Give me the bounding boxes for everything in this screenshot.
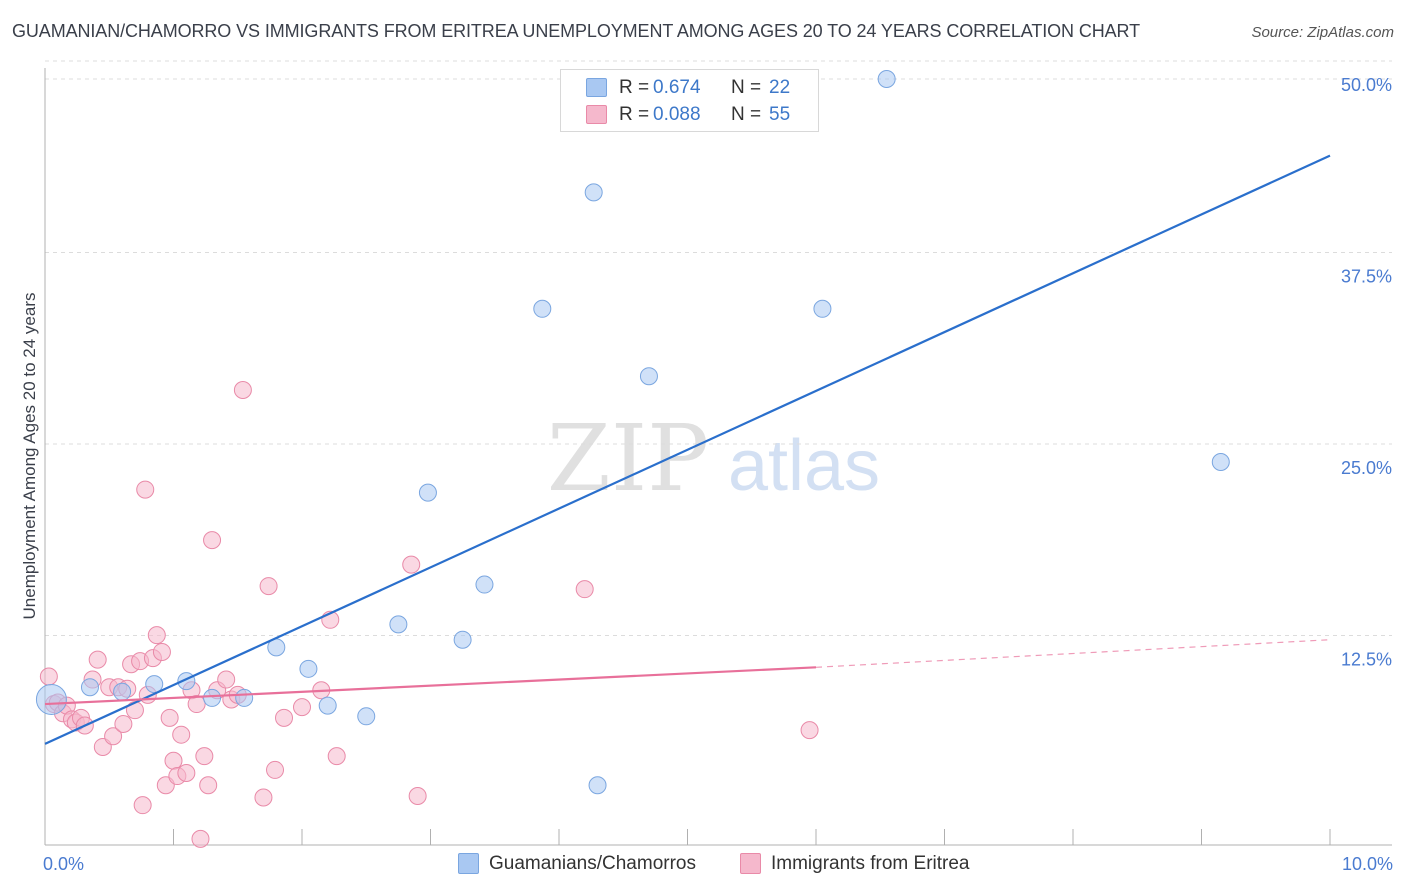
- point-eritrea: [104, 727, 123, 746]
- point-guamanian: [813, 299, 832, 318]
- point-guamanian: [418, 483, 437, 502]
- point-guamanian: [357, 707, 376, 726]
- stats-swatch-guamanian: [586, 78, 607, 97]
- stats-r-value: 0.674: [653, 77, 701, 98]
- point-guamanian: [588, 776, 607, 795]
- point-guamanian: [584, 183, 603, 202]
- point-eritrea: [114, 714, 133, 733]
- point-eritrea: [133, 796, 152, 815]
- y-tick-label: 50.0%: [1341, 75, 1392, 95]
- point-eritrea: [195, 747, 214, 766]
- point-eritrea: [254, 788, 273, 807]
- point-guamanian: [533, 299, 552, 318]
- legend-label: Guamanians/Chamorros: [489, 853, 696, 874]
- point-guamanian: [80, 678, 99, 697]
- legend-item-guamanian[interactable]: Guamanians/Chamorros: [458, 852, 718, 876]
- point-guamanian: [389, 615, 408, 634]
- stats-r-label: R =: [619, 104, 650, 125]
- point-guamanian: [1211, 453, 1230, 471]
- point-eritrea: [266, 760, 285, 779]
- point-eritrea: [800, 721, 819, 740]
- stats-r-value: 0.088: [653, 104, 701, 125]
- points: [35, 70, 1230, 848]
- stats-r-label: R =: [619, 77, 650, 98]
- y-tick-label: 25.0%: [1341, 458, 1392, 478]
- axes: [44, 68, 1392, 846]
- point-eritrea: [217, 670, 236, 689]
- watermark: ZIP atlas: [547, 405, 880, 512]
- legend-swatch-guamanian: [458, 853, 479, 874]
- legend-swatch-eritrea: [740, 853, 761, 874]
- point-guamanian: [453, 630, 472, 649]
- point-guamanian: [318, 696, 337, 715]
- x-tick-label: 0.0%: [43, 854, 84, 874]
- point-guamanian: [203, 688, 222, 707]
- legend-item-eritrea[interactable]: Immigrants from Eritrea: [740, 852, 1000, 876]
- legend-label: Immigrants from Eritrea: [771, 853, 970, 874]
- point-eritrea: [575, 580, 594, 599]
- y-tick-label: 37.5%: [1341, 267, 1392, 287]
- stats-n-value: 55: [769, 104, 791, 125]
- point-eritrea: [88, 650, 107, 669]
- point-eritrea: [177, 763, 196, 782]
- point-eritrea: [147, 626, 166, 645]
- stats-n-label: N =: [731, 77, 762, 98]
- point-eritrea: [259, 577, 278, 596]
- trend-line-eritrea: [44, 666, 817, 706]
- trend-line-guamanian: [44, 154, 1331, 745]
- point-guamanian: [235, 688, 254, 707]
- source-credit: Source: ZipAtlas.com: [1251, 24, 1394, 41]
- point-guamanian: [475, 575, 494, 594]
- stats-swatch-eritrea: [586, 105, 607, 124]
- point-guamanian: [299, 659, 318, 678]
- point-eritrea: [136, 480, 155, 499]
- point-eritrea: [199, 776, 218, 795]
- x-tick-label: 10.0%: [1342, 854, 1393, 874]
- stats-n-label: N =: [731, 104, 762, 125]
- point-eritrea: [39, 667, 58, 686]
- stats-row-eritrea: R = 0.088 N = 55: [561, 101, 818, 127]
- y-tick-label: 12.5%: [1341, 650, 1392, 670]
- chart-title: GUAMANIAN/CHAMORRO VS IMMIGRANTS FROM ER…: [12, 21, 1141, 41]
- point-eritrea: [327, 747, 346, 766]
- watermark-atlas: atlas: [728, 426, 880, 506]
- point-eritrea: [187, 695, 206, 714]
- grid: [45, 60, 1392, 636]
- trend-line-eritrea-extension: [815, 639, 1331, 668]
- point-eritrea: [160, 708, 179, 727]
- point-guamanian: [113, 682, 132, 701]
- stats-n-value: 22: [769, 77, 791, 98]
- point-eritrea: [152, 642, 171, 661]
- point-eritrea: [233, 380, 252, 399]
- point-eritrea: [172, 725, 191, 744]
- point-eritrea: [402, 555, 421, 574]
- point-guamanian: [145, 675, 164, 694]
- point-eritrea: [408, 786, 427, 805]
- point-eritrea: [191, 829, 210, 848]
- point-guamanian: [877, 70, 896, 88]
- point-eritrea: [203, 531, 222, 550]
- point-guamanian: [639, 367, 658, 386]
- ticks: 12.5% 25.0% 37.5% 50.0% 0.0% 10.0%: [43, 75, 1393, 874]
- point-eritrea: [164, 751, 183, 770]
- point-guamanian: [35, 683, 67, 715]
- stats-box: R = 0.674 N = 22 R = 0.088 N = 55: [560, 69, 819, 132]
- point-eritrea: [293, 698, 311, 717]
- stats-row-guamanian: R = 0.674 N = 22: [561, 74, 818, 100]
- trend-lines: [44, 154, 1331, 745]
- point-eritrea: [275, 708, 294, 727]
- watermark-zip: ZIP: [547, 405, 709, 512]
